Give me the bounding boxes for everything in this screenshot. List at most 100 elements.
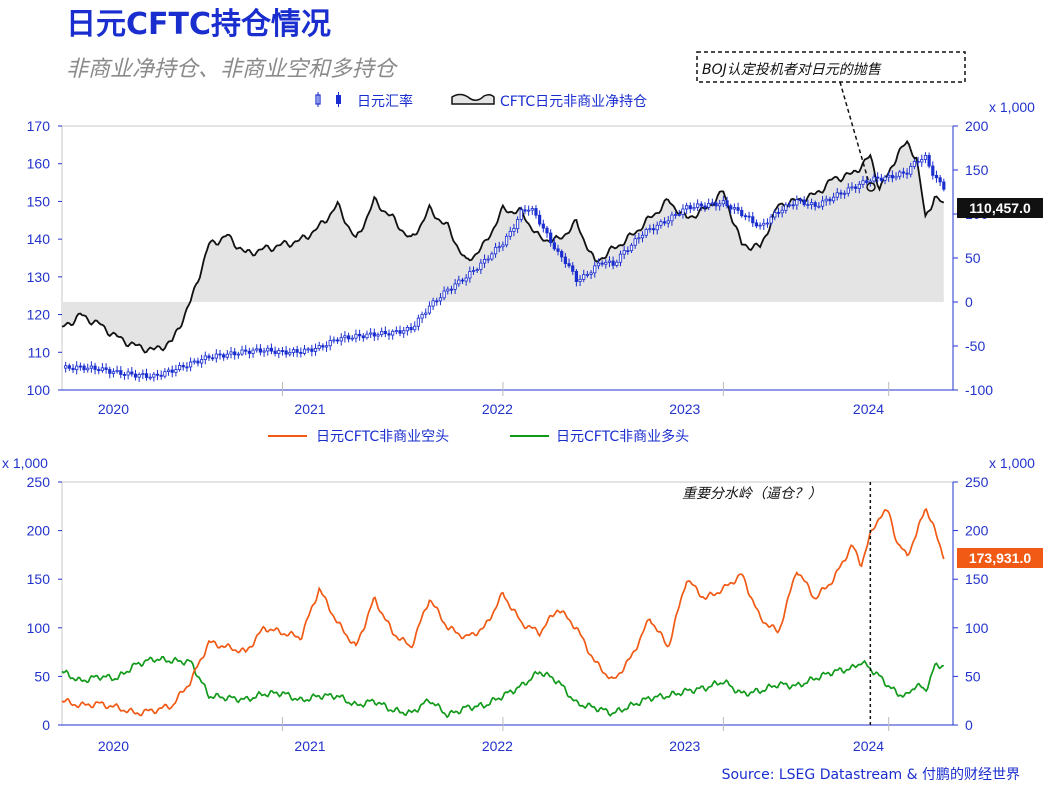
usdjpy-candle-body bbox=[549, 232, 553, 244]
usdjpy-candle-body bbox=[538, 214, 542, 225]
usdjpy-candle-body bbox=[703, 205, 707, 208]
chart-subtitle: 非商业净持仓、非商业空和多持仓 bbox=[66, 57, 398, 82]
usdjpy-candle-body bbox=[516, 219, 520, 230]
usdjpy-candle-body bbox=[784, 204, 788, 211]
bottom-left-unit: x 1,000 bbox=[2, 455, 48, 471]
usdjpy-candle-body bbox=[266, 347, 270, 352]
usdjpy-candle-body bbox=[225, 353, 229, 358]
usdjpy-candle-body bbox=[380, 330, 384, 336]
usdjpy-candle-body bbox=[710, 202, 714, 205]
usdjpy-candle-body bbox=[269, 347, 274, 352]
usdjpy-candle-body bbox=[166, 369, 171, 373]
usdjpy-candle-body bbox=[629, 244, 634, 252]
bottom-right-tick-label: 0 bbox=[965, 717, 973, 733]
usdjpy-candle-body bbox=[707, 203, 711, 208]
usdjpy-candle-body bbox=[725, 200, 729, 207]
usdjpy-candle-body bbox=[751, 216, 755, 224]
usdjpy-candle-body bbox=[394, 330, 398, 332]
usdjpy-candle-body bbox=[655, 224, 659, 231]
usdjpy-candle-body bbox=[369, 332, 373, 335]
usdjpy-candle-body bbox=[600, 262, 604, 265]
usdjpy-candle-body bbox=[365, 333, 369, 339]
usdjpy-candle-body bbox=[688, 205, 692, 210]
usdjpy-candle-body bbox=[277, 350, 281, 354]
usdjpy-candle-body bbox=[177, 365, 182, 371]
usdjpy-candle-body bbox=[887, 174, 891, 178]
usdjpy-candle-body bbox=[732, 207, 736, 210]
usdjpy-candle-body bbox=[361, 335, 365, 339]
usdjpy-candle-body bbox=[508, 230, 512, 237]
bottom-series bbox=[61, 507, 945, 719]
usdjpy-candle-body bbox=[659, 221, 663, 226]
usdjpy-candle-body bbox=[651, 228, 656, 231]
short-position-line bbox=[61, 507, 945, 717]
top-right-tick-label: 50 bbox=[965, 250, 981, 266]
usdjpy-candle-body bbox=[438, 297, 443, 302]
usdjpy-candle-body bbox=[299, 351, 303, 354]
usdjpy-candle-body bbox=[155, 373, 160, 376]
usdjpy-candle-body bbox=[681, 208, 685, 215]
usdjpy-candle-body bbox=[894, 175, 898, 179]
long-position-line bbox=[61, 655, 944, 719]
usdjpy-candle-body bbox=[714, 202, 718, 207]
usdjpy-candle-body bbox=[916, 160, 920, 163]
legend-long-label: 日元CFTC非商业多头 bbox=[556, 428, 689, 445]
usdjpy-candles bbox=[64, 152, 946, 382]
usdjpy-candle-body bbox=[666, 220, 670, 224]
usdjpy-candle-body bbox=[262, 350, 266, 353]
usdjpy-candle-body bbox=[196, 360, 200, 364]
usdjpy-candle-body bbox=[872, 176, 876, 182]
chart-title: 日元CFTC持仓情况 bbox=[66, 7, 331, 42]
usdjpy-candle-body bbox=[648, 228, 652, 231]
usdjpy-candle-body bbox=[640, 234, 645, 239]
top-left-axis: 100 110 120 130 140 150 160 170 bbox=[27, 118, 62, 398]
usdjpy-candle-body bbox=[692, 207, 696, 210]
usdjpy-candle-body bbox=[475, 269, 479, 271]
usdjpy-candle-body bbox=[934, 174, 939, 179]
usdjpy-candle-body bbox=[795, 199, 799, 206]
usdjpy-candle-body bbox=[578, 278, 582, 282]
usdjpy-candle-body bbox=[585, 274, 590, 276]
legend-usdjpy-label: 日元汇率 bbox=[357, 93, 413, 110]
top-x-tick-label: 2024 bbox=[853, 401, 884, 417]
usdjpy-candle-body bbox=[530, 208, 534, 211]
usdjpy-candle-body bbox=[699, 203, 703, 207]
usdjpy-candle-body bbox=[460, 279, 465, 282]
bottom-x-tick-label: 2023 bbox=[669, 738, 700, 754]
usdjpy-candle-body bbox=[119, 370, 123, 375]
usdjpy-candle-body bbox=[402, 330, 406, 334]
usdjpy-candle-body bbox=[898, 171, 902, 177]
usdjpy-candle-body bbox=[912, 160, 917, 167]
usdjpy-candle-body bbox=[255, 348, 259, 351]
top-right-tick-label: 150 bbox=[965, 162, 989, 178]
usdjpy-candle-body bbox=[776, 212, 781, 214]
usdjpy-candle-body bbox=[457, 279, 461, 285]
usdjpy-candle-body bbox=[479, 262, 483, 270]
usdjpy-candle-body bbox=[288, 352, 292, 355]
usdjpy-candle-body bbox=[284, 350, 288, 355]
usdjpy-candle-body bbox=[615, 261, 619, 266]
usdjpy-candle-body bbox=[883, 176, 887, 181]
usdjpy-candle-body bbox=[482, 258, 487, 264]
usdjpy-candle-body bbox=[604, 261, 608, 265]
usdjpy-candle-body bbox=[324, 345, 329, 348]
usdjpy-candle-body bbox=[534, 208, 538, 216]
usdjpy-candle-body bbox=[820, 200, 825, 207]
usdjpy-candle-body bbox=[188, 361, 193, 368]
legend-candle-icon bbox=[315, 92, 341, 107]
usdjpy-candle-body bbox=[563, 256, 567, 264]
usdjpy-candle-body bbox=[923, 155, 928, 160]
usdjpy-candle-body bbox=[464, 277, 468, 282]
usdjpy-candle-body bbox=[909, 165, 913, 175]
usdjpy-candle-body bbox=[743, 215, 748, 218]
usdjpy-candle-body bbox=[497, 246, 501, 249]
usdjpy-candle-body bbox=[244, 349, 248, 352]
usdjpy-candle-body bbox=[809, 202, 814, 206]
legend-area-icon bbox=[451, 93, 495, 105]
usdjpy-candle-body bbox=[673, 214, 678, 216]
legend-net-label: CFTC日元非商业净持仓 bbox=[500, 94, 647, 110]
top-left-tick-label: 150 bbox=[27, 193, 51, 209]
usdjpy-candle-body bbox=[97, 369, 101, 372]
usdjpy-candle-body bbox=[126, 371, 130, 376]
usdjpy-candle-body bbox=[670, 214, 674, 222]
